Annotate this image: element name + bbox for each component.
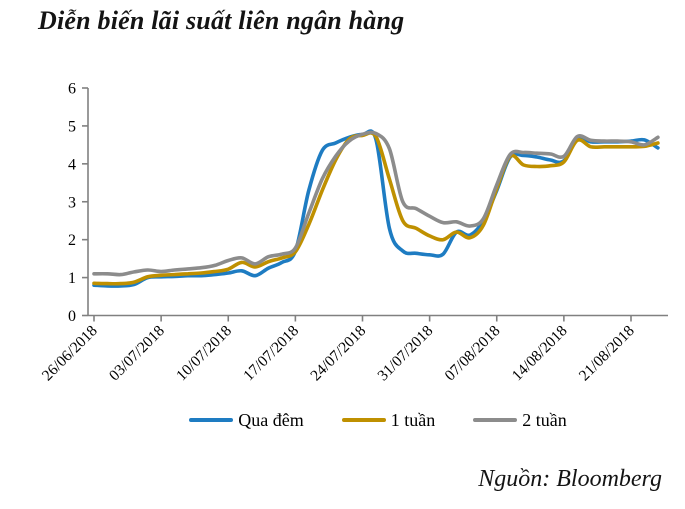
x-tick-label: 14/08/2018	[509, 322, 571, 384]
legend-item-overnight: Qua đêm	[189, 409, 304, 431]
x-tick-label: 31/07/2018	[374, 322, 436, 384]
y-tick-label: 3	[68, 194, 76, 211]
line-chart: 0 1 2 3 4 5 6 26/06/2018 03/07/2018 10/07/2018 17/…	[39, 81, 668, 384]
legend-line-swatch-two-week	[473, 417, 518, 423]
series-line-2	[92, 130, 660, 277]
x-tick-label: 07/08/2018	[442, 322, 504, 384]
x-tick-label: 24/07/2018	[307, 322, 369, 384]
x-tick-label: 26/06/2018	[39, 322, 101, 384]
x-tick-label: 17/07/2018	[240, 322, 302, 384]
y-tick-label: 5	[68, 118, 76, 135]
x-tick-label: 03/07/2018	[106, 322, 168, 384]
y-tick-label: 6	[68, 81, 76, 98]
legend-item-one-week: 1 tuần	[341, 409, 436, 431]
legend-label-overnight: Qua đêm	[238, 409, 304, 430]
legend-line-swatch-one-week	[341, 417, 386, 423]
legend-line-swatch-overnight	[189, 417, 234, 423]
y-tick-label: 1	[68, 270, 76, 287]
y-tick-label: 0	[68, 308, 76, 325]
x-tick-label: 21/08/2018	[576, 322, 638, 384]
chart-title: Diễn biến lãi suất liên ngân hàng	[38, 6, 405, 35]
y-tick-label: 2	[68, 232, 76, 249]
legend-item-two-week: 2 tuần	[473, 410, 567, 431]
y-tick-label: 4	[68, 156, 76, 173]
chart-legend: Qua đêm 1 tuần 2 tuần	[88, 405, 668, 435]
legend-label-one-week: 1 tuần	[390, 409, 436, 430]
series-line-0	[92, 129, 660, 288]
source-caption: Nguồn: Bloomberg	[478, 466, 662, 492]
x-tick-label: 10/07/2018	[173, 322, 235, 384]
series-line-1	[92, 131, 660, 286]
legend-label-two-week: 2 tuần	[522, 409, 567, 430]
